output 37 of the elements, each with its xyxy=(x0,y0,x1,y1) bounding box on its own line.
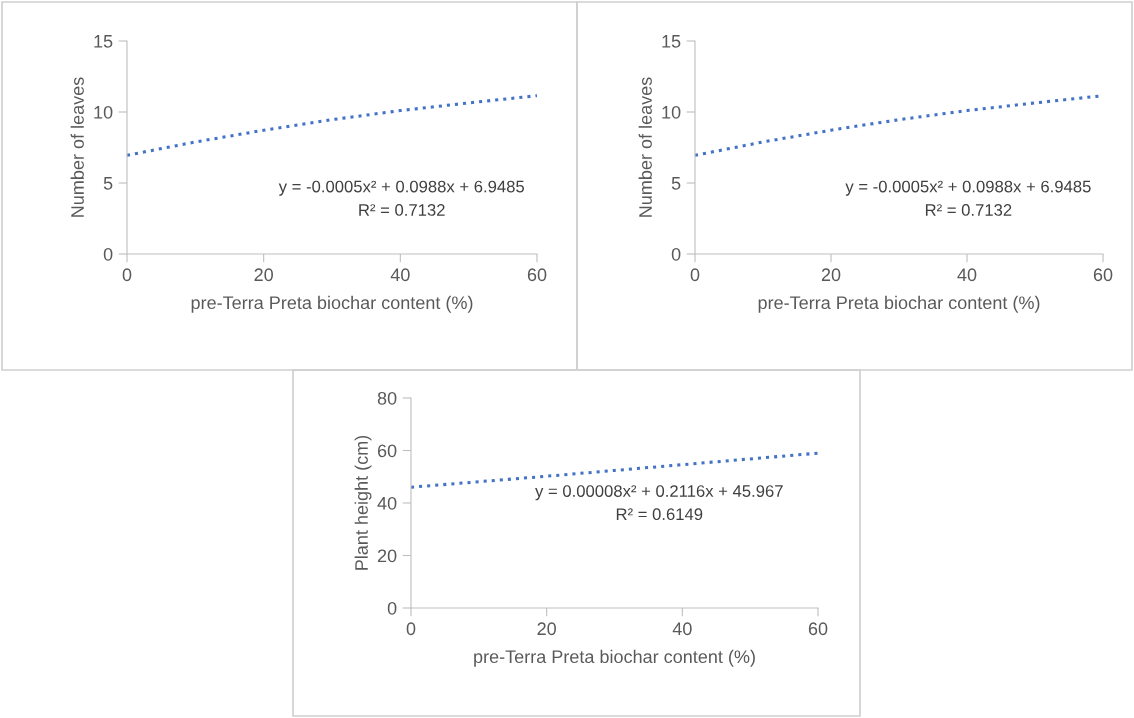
x-tick-label: 20 xyxy=(537,622,556,636)
annotation: R² = 0.7132 xyxy=(925,204,1012,216)
x-tick-label: 0 xyxy=(406,622,416,636)
y-tick-label: 20 xyxy=(377,549,397,563)
y-axis-title: Plant height (cm) xyxy=(354,435,372,570)
x-axis-title: pre-Terra Preta biochar content (%) xyxy=(191,295,473,313)
x-tick-label: 60 xyxy=(527,268,547,282)
y-tick-label: 80 xyxy=(377,391,397,405)
y-tick-label: 0 xyxy=(103,247,113,261)
y-tick-label: 5 xyxy=(103,177,113,190)
annotation: y = -0.0005x² + 0.0988x + 6.9485 xyxy=(278,180,525,196)
line-series xyxy=(127,94,537,157)
annotation: R² = 0.7132 xyxy=(359,204,445,216)
x-axis-title: pre-Terra Preta biochar content (%) xyxy=(474,649,755,667)
y-axis-title: Number of leaves xyxy=(638,77,652,217)
y-tick-label: 0 xyxy=(671,247,681,261)
annotation: R² = 0.6149 xyxy=(616,508,703,521)
y-tick-label: 0 xyxy=(387,601,397,615)
y-tick-label: 10 xyxy=(94,105,113,119)
y-axis-title: Number of leaves xyxy=(70,77,84,217)
y-tick-label: 5 xyxy=(671,177,681,190)
x-tick-label: 0 xyxy=(122,268,132,282)
x-tick-label: 60 xyxy=(808,622,828,636)
x-tick-label: 20 xyxy=(254,268,273,282)
y-tick-label: 15 xyxy=(662,35,681,48)
annotation: y = -0.0005x² + 0.0988x + 6.9485 xyxy=(845,180,1091,196)
x-tick-label: 40 xyxy=(390,268,410,282)
x-axis-title: pre-Terra Preta biochar content (%) xyxy=(758,295,1040,313)
y-tick-label: 10 xyxy=(662,105,681,119)
x-tick-label: 0 xyxy=(690,268,700,282)
x-tick-label: 60 xyxy=(1093,268,1113,282)
y-tick-label: 15 xyxy=(94,35,113,48)
x-tick-label: 40 xyxy=(957,268,977,282)
annotation: y = 0.00008x² + 0.2116x + 45.967 xyxy=(535,485,783,501)
x-tick-label: 20 xyxy=(821,268,841,282)
y-tick-label: 60 xyxy=(377,444,397,458)
y-tick-label: 40 xyxy=(377,496,397,510)
